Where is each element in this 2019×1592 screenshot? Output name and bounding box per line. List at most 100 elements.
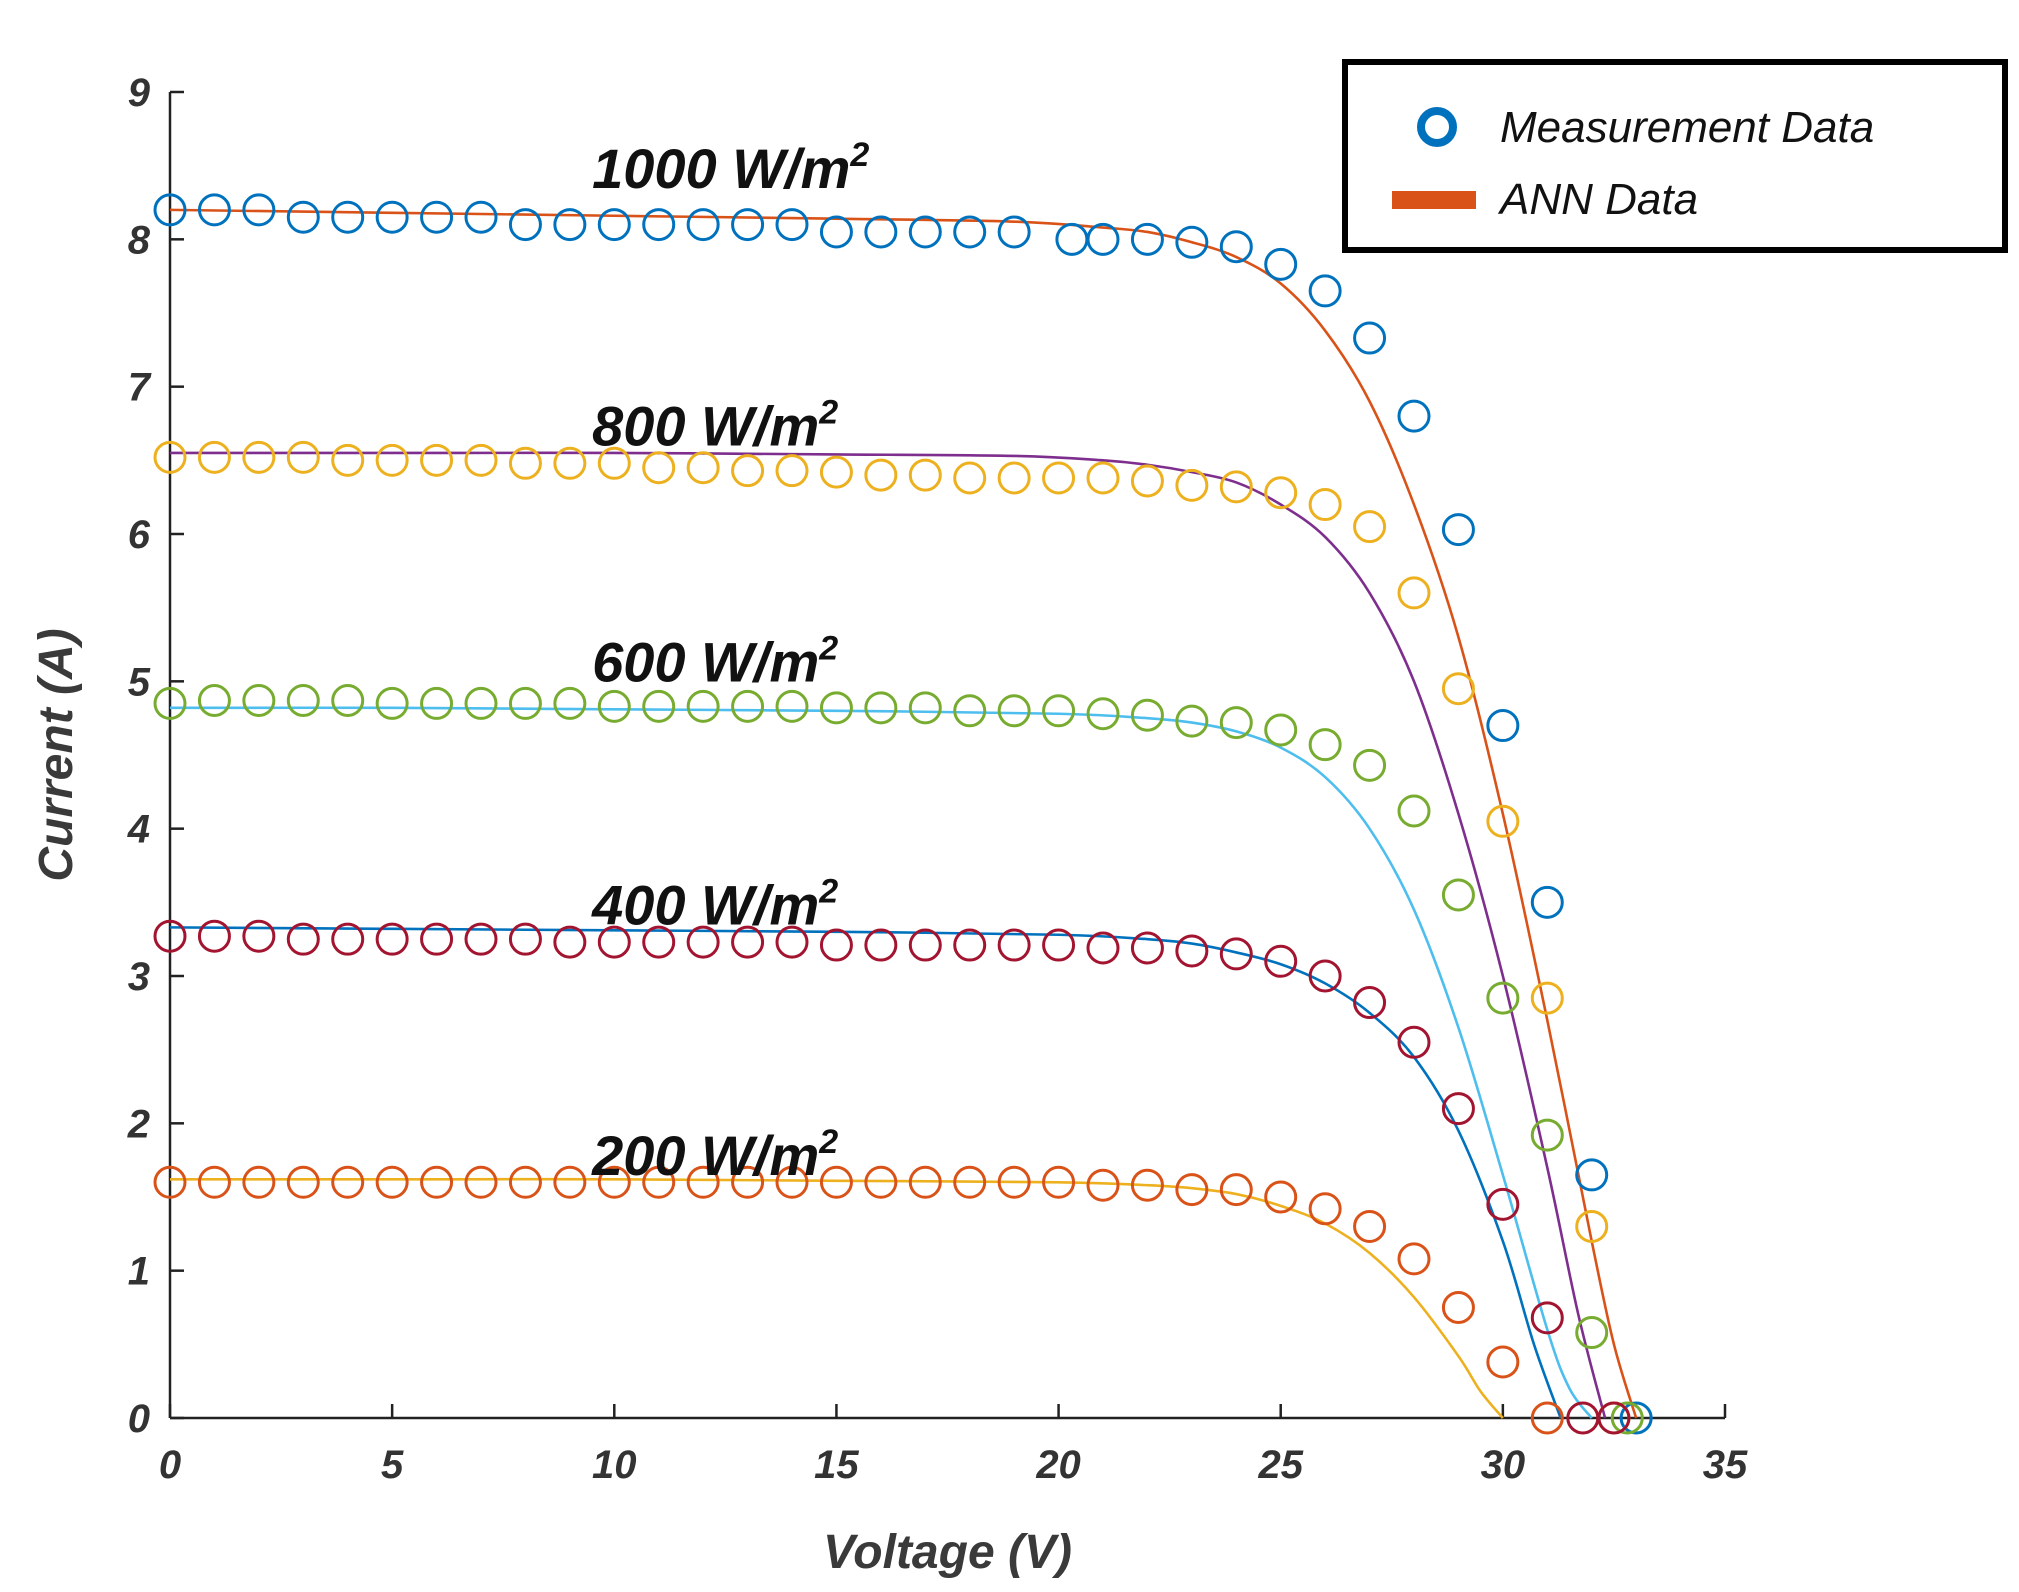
- measurement-point: [286, 1165, 320, 1199]
- measurement-point: [508, 208, 542, 242]
- measurement-point: [1530, 1118, 1564, 1152]
- measurement-point: [953, 461, 987, 495]
- measurement-point: [953, 1165, 987, 1199]
- measurement-point: [1175, 1173, 1209, 1207]
- measurement-point: [1086, 461, 1120, 495]
- measurement-point: [1086, 931, 1120, 965]
- measurement-point: [597, 208, 631, 242]
- measurement-point: [1219, 706, 1253, 740]
- irradiance-label-text: 200 W/m: [591, 1124, 819, 1187]
- measurement-point: [1086, 1168, 1120, 1202]
- measurement-point: [286, 440, 320, 474]
- measurement-point: [997, 461, 1031, 495]
- measurement-point: [775, 925, 809, 959]
- measurement-point: [508, 686, 542, 720]
- x-tick-label: 35: [1703, 1443, 1748, 1487]
- measurement-point: [997, 928, 1031, 962]
- legend-measurement-label: Measurement Data: [1500, 103, 1874, 152]
- measurement-point: [242, 919, 276, 953]
- measurement-point: [1397, 1242, 1431, 1276]
- measurement-point: [331, 683, 365, 717]
- y-tick-label: 2: [127, 1102, 150, 1146]
- measurement-point: [1130, 222, 1164, 256]
- measurement-point: [1530, 981, 1564, 1015]
- irradiance-label-superscript: 2: [818, 1123, 838, 1161]
- measurement-point: [1575, 1316, 1609, 1350]
- y-tick-label: 0: [128, 1397, 150, 1441]
- y-tick-label: 5: [128, 660, 151, 704]
- measurement-points: [153, 193, 1653, 1435]
- measurement-point: [819, 928, 853, 962]
- measurement-point: [375, 443, 409, 477]
- ann-curve-3: [169, 926, 1562, 1419]
- irradiance-label-text: 600 W/m: [592, 630, 819, 693]
- measurement-point: [686, 1165, 720, 1199]
- measurement-point: [1486, 1345, 1520, 1379]
- measurement-point: [242, 1165, 276, 1199]
- measurement-point: [908, 215, 942, 249]
- measurement-point: [997, 215, 1031, 249]
- measurement-point: [1397, 576, 1431, 610]
- legend-ann-label: ANN Data: [1497, 175, 1698, 224]
- measurement-point: [1441, 1291, 1475, 1324]
- measurement-point: [1264, 944, 1298, 978]
- measurement-point: [775, 454, 809, 488]
- measurement-point: [553, 446, 587, 480]
- measurement-point: [908, 691, 942, 725]
- measurement-point: [1264, 1180, 1298, 1214]
- irradiance-label-text: 800 W/m: [592, 395, 819, 458]
- measurement-point: [642, 451, 676, 485]
- irradiance-label-superscript: 2: [818, 872, 838, 910]
- measurement-point: [1042, 928, 1076, 962]
- irradiance-label: 200 W/m2: [591, 1123, 838, 1187]
- irradiance-label-text: 1000 W/m: [592, 137, 850, 200]
- measurement-point: [1086, 222, 1120, 256]
- measurement-point: [331, 200, 365, 234]
- measurement-point: [197, 1165, 231, 1199]
- irradiance-label: 600 W/m2: [592, 629, 838, 693]
- measurement-point: [731, 925, 765, 959]
- measurement-point: [1130, 464, 1164, 498]
- measurement-point: [1441, 878, 1475, 912]
- x-tick-label: 5: [381, 1443, 404, 1487]
- measurement-point: [331, 922, 365, 956]
- measurement-point: [464, 922, 498, 956]
- axes: [168, 92, 1725, 1420]
- measurement-point: [819, 455, 853, 489]
- measurement-point: [331, 443, 365, 477]
- ann-curve-1: [170, 451, 1607, 1419]
- measurement-point: [420, 922, 454, 956]
- y-tick-label: 6: [128, 513, 151, 557]
- irradiance-label: 400 W/m2: [591, 872, 838, 936]
- measurement-point: [420, 1165, 454, 1199]
- measurement-point: [197, 919, 231, 953]
- measurement-point: [597, 925, 631, 959]
- measurement-point: [775, 1165, 809, 1199]
- measurement-point: [775, 208, 809, 242]
- measurement-point: [1575, 1158, 1609, 1192]
- measurement-point: [1597, 1401, 1631, 1435]
- measurement-point: [242, 193, 276, 227]
- legend-measurement-marker: [1417, 107, 1457, 147]
- measurement-point: [464, 1165, 498, 1199]
- y-tick-label: 3: [128, 955, 150, 999]
- measurement-point: [1486, 709, 1520, 743]
- measurement-point: [597, 689, 631, 723]
- measurement-point: [331, 1165, 365, 1199]
- measurement-point: [553, 1165, 587, 1199]
- measurement-point: [597, 1165, 631, 1199]
- measurement-point: [1264, 713, 1298, 747]
- measurement-point: [953, 694, 987, 728]
- measurement-point: [1042, 694, 1076, 728]
- x-axis-title: Voltage (V): [823, 1526, 1072, 1579]
- measurement-point: [464, 686, 498, 720]
- measurement-point: [1175, 468, 1209, 502]
- measurement-point: [1042, 461, 1076, 495]
- irradiance-label-superscript: 2: [818, 629, 838, 667]
- measurement-point: [153, 919, 187, 953]
- x-tick-label: 0: [159, 1443, 181, 1487]
- x-tick-label: 10: [592, 1443, 637, 1487]
- ticks: 0 5 10 15 20 25 30 35 0 1 2 3 4 5 6 7 8 9: [127, 71, 1748, 1487]
- measurement-point: [153, 1165, 187, 1199]
- measurement-point: [1530, 1401, 1564, 1435]
